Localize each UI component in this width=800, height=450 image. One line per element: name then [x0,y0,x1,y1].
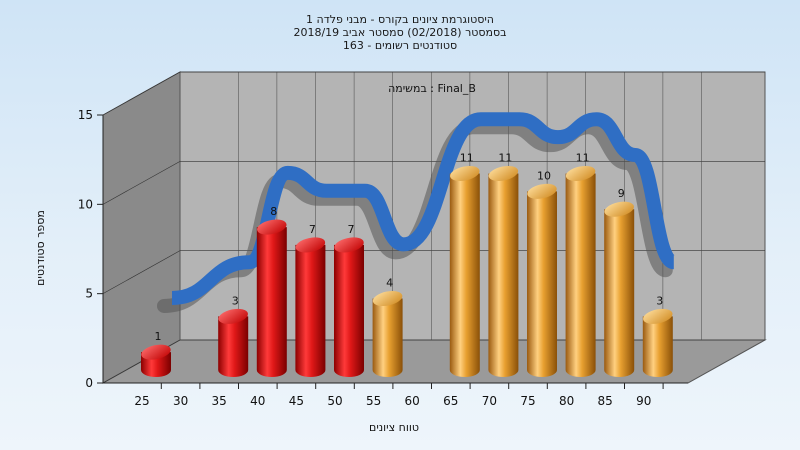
x-tick-label: 85 [598,394,613,408]
bar-body [334,244,364,377]
grid-line-side [102,161,181,205]
axes: 0 5 10 15 25 30 35 40 45 50 55 60 65 70 75 80 85 90 [78,108,688,408]
x-tick-label: 70 [482,394,497,408]
bar-25: 1 [141,330,171,377]
x-tick-label: 65 [443,394,458,408]
bar-90: 3 [642,294,673,377]
x-tick-label: 25 [134,394,149,408]
bar-75: 10 [527,169,557,377]
x-axis-title: טווח ציונים [369,421,419,434]
bar-top [565,165,596,181]
x-tick-label: 55 [366,394,381,408]
chart-title-line-1: היסטוגרמת ציונים בקורס - מבני פלדה 1 [306,13,494,26]
x-tick-label: 80 [559,394,574,408]
bar-65: 11 [449,151,480,377]
legend-label: במשימה : Final_B [388,82,476,95]
chart-title-line-3: סטודנטים רשומים - 163 [343,39,457,52]
y-tick-label: 10 [78,197,93,211]
grid-line-side [102,250,181,294]
data-label: 7 [348,223,355,236]
data-label: 11 [498,151,512,164]
data-label: 10 [537,169,551,182]
bar-top [372,291,403,307]
bar-80: 11 [565,151,596,377]
bar-body [527,191,557,377]
x-tick-label: 90 [636,394,651,408]
bar-top [218,308,248,324]
data-label: 9 [618,187,625,200]
bar-top [257,219,287,235]
bar-top [141,344,171,360]
side-wall [102,71,181,384]
data-label: 4 [386,277,393,290]
curve-ribbon [171,112,677,305]
bar-body [642,316,673,377]
bar-body [256,227,287,377]
bar-50: 7 [334,223,364,377]
x-tick-label: 45 [289,394,304,408]
bar-body [488,173,519,377]
chart-title-line-2: בסמסטר (02/2018) סמסטר אביב 2018/19 [293,26,506,39]
y-tick-label: 5 [85,287,93,301]
data-label: 8 [270,205,277,218]
grid-line-side [102,71,181,116]
x-tick-label: 40 [250,394,265,408]
bar-45: 7 [295,223,326,377]
bar-85: 9 [604,187,635,377]
data-label: 3 [232,294,239,307]
bar-top [450,165,480,181]
bar-top [334,237,364,253]
x-tick-label: 35 [212,394,227,408]
bar-35: 3 [218,294,249,377]
bar-top [604,201,634,217]
x-tick-label: 30 [173,394,188,408]
bar-70: 11 [488,151,519,377]
x-tick-label: 60 [405,394,420,408]
y-axis-title: מספר סטודנטים [34,210,47,286]
bar-body [604,209,635,377]
bar-body [565,173,596,377]
bar-top [527,183,557,199]
bar-top [488,165,519,181]
data-label: 1 [155,330,162,343]
bar-body [218,316,249,377]
data-label: 7 [309,223,316,236]
bar-top [643,308,673,324]
bar-body [449,173,480,377]
bar-series: 1 3 8 7 7 4 11 11 10 11 9 3 [141,151,673,377]
y-tick-label: 15 [78,108,93,122]
data-label: 3 [656,294,663,307]
bar-top [295,237,326,253]
bar-55: 4 [372,277,403,377]
bar-40: 8 [256,205,287,377]
chart-titles: היסטוגרמת ציונים בקורס - מבני פלדה 1 בסמ… [293,13,506,52]
x-tick-label: 75 [520,394,535,408]
bar-body [372,298,403,377]
x-tick-label: 50 [327,394,342,408]
y-tick-label: 0 [85,376,93,390]
data-label: 11 [576,151,590,164]
distribution-curve [157,112,677,313]
bar-body [295,244,326,377]
data-label: 11 [460,151,474,164]
